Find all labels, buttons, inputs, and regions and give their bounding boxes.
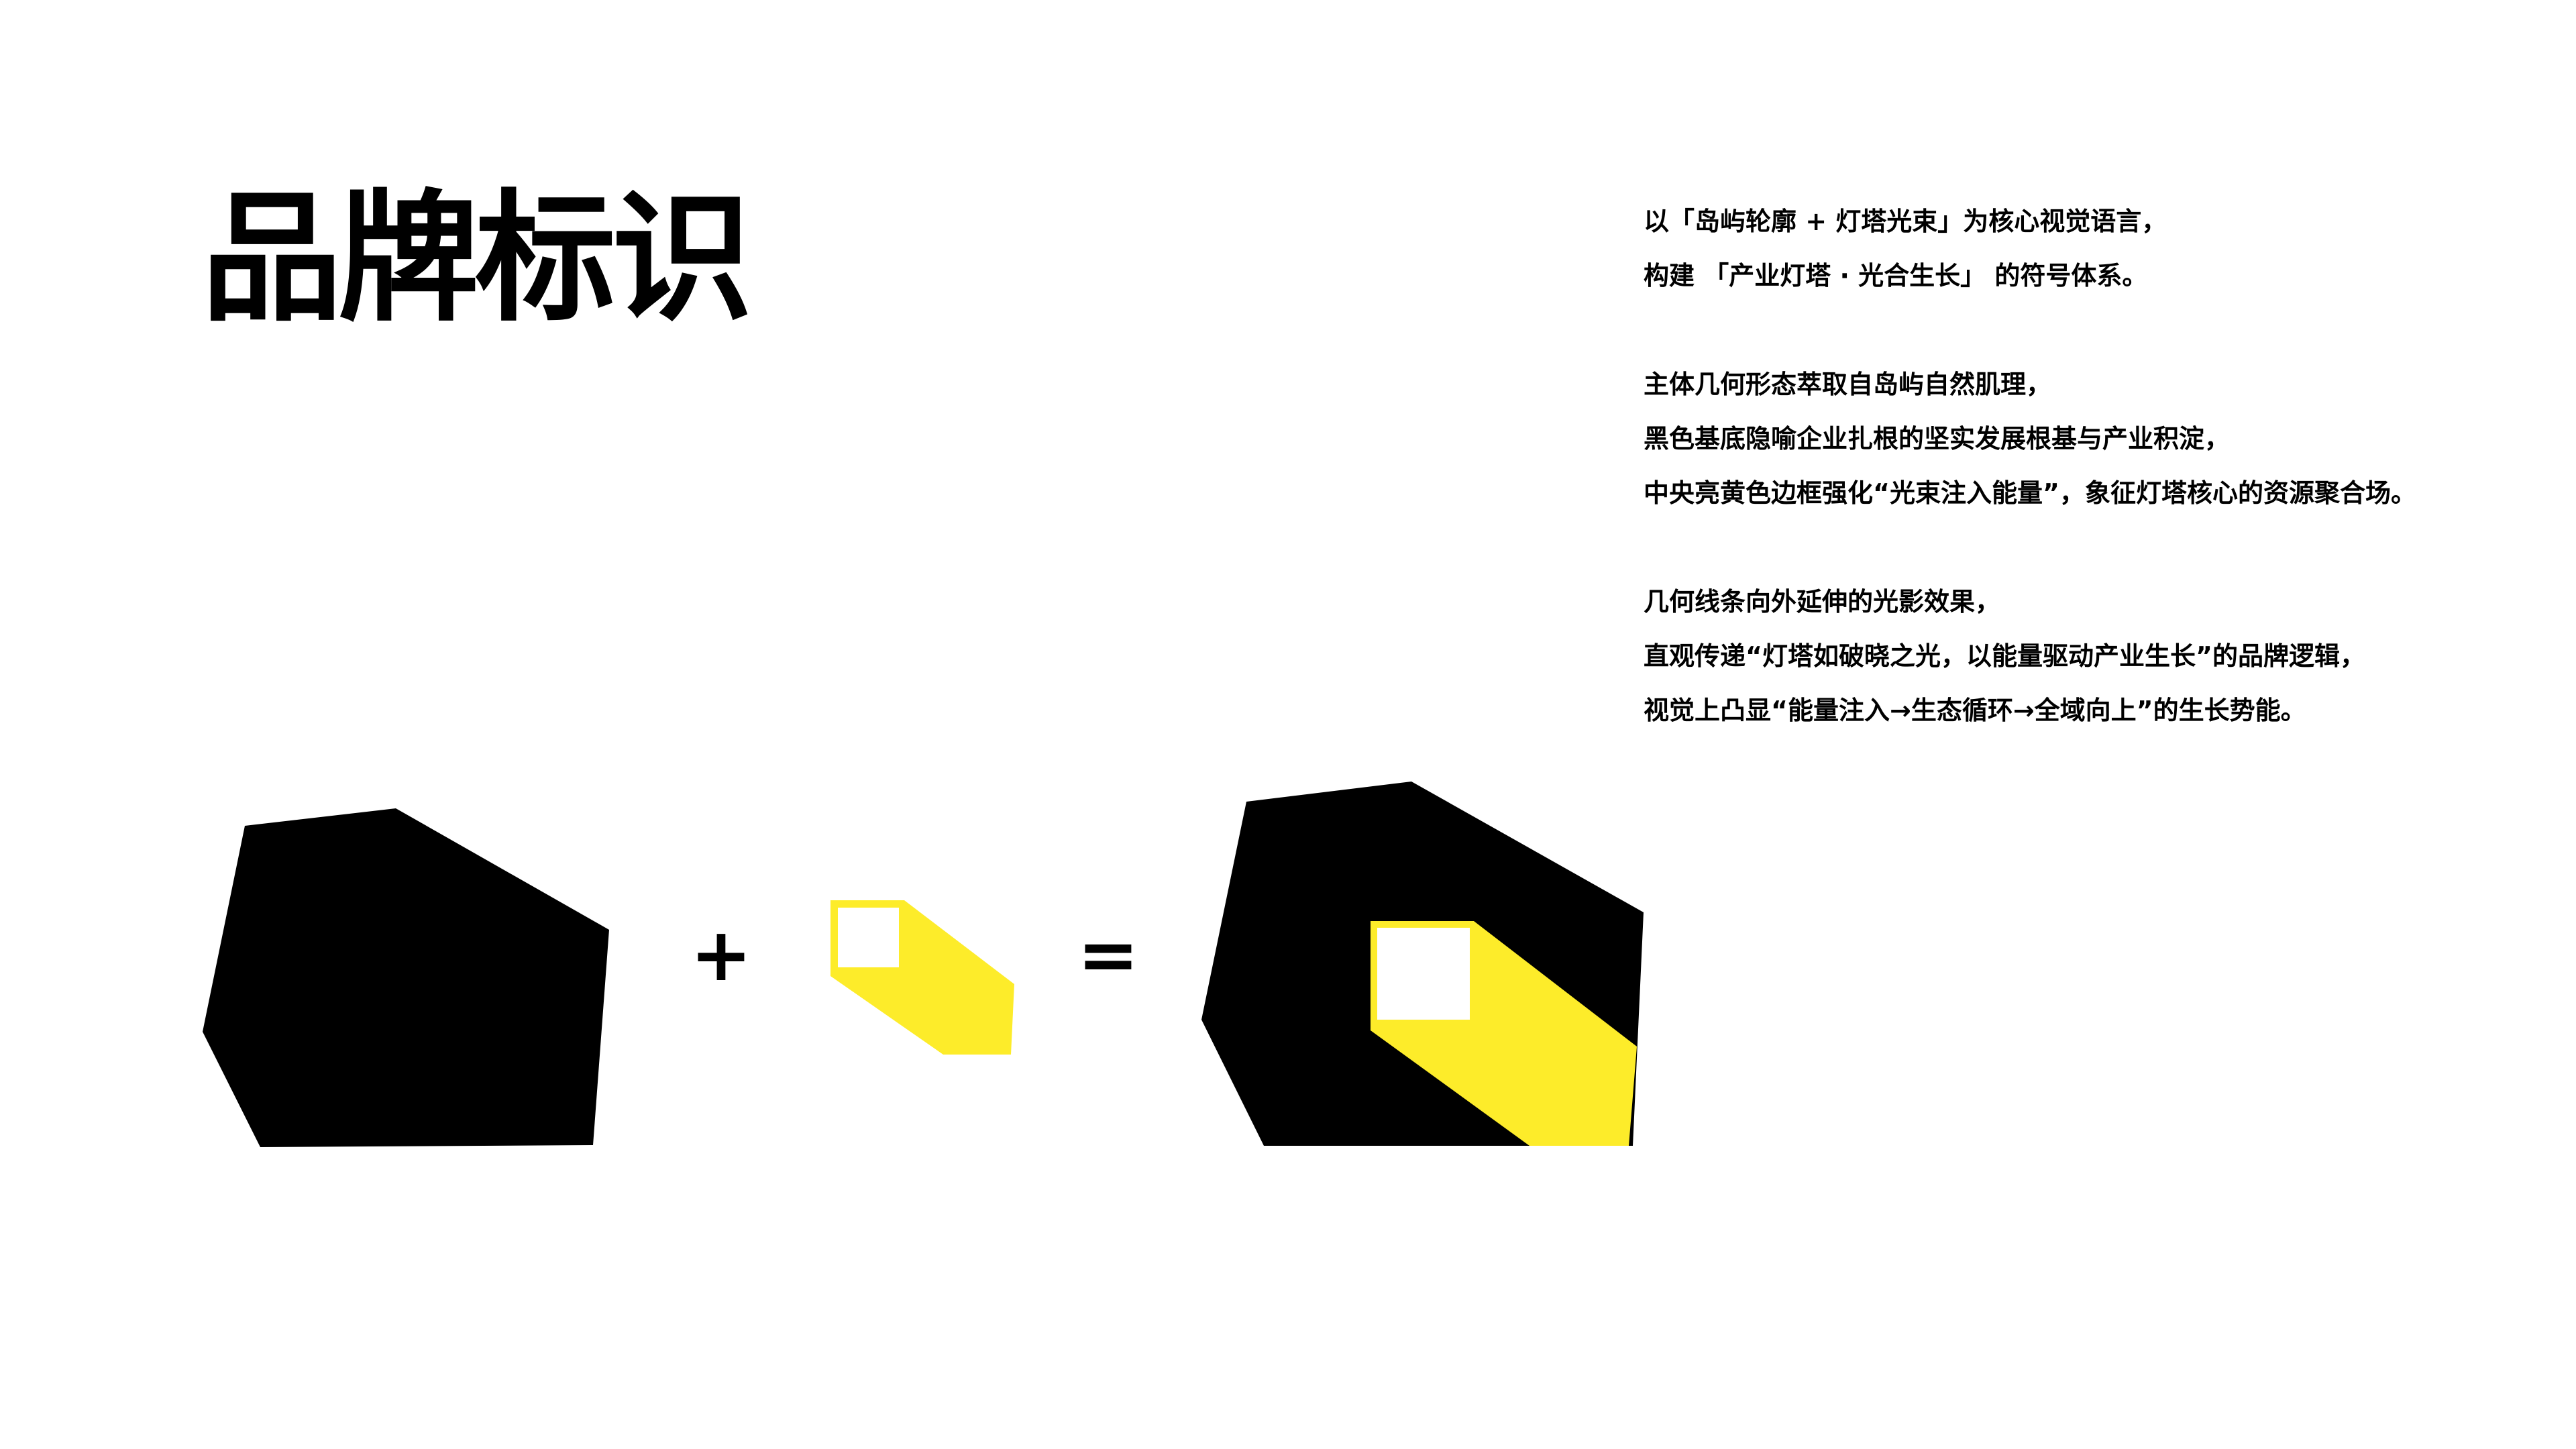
description-line: 黑色基底隐喻企业扎根的坚实发展根基与产业积淀， [1644,424,2231,453]
description-paragraph-3: 几何线条向外延伸的光影效果， 直观传递“灯塔如破晓之光，以能量驱动产业生长”的品… [1644,575,2556,738]
brand-description: 以「岛屿轮廓 + 灯塔光束」为核心视觉语言， 构建 「产业灯塔 · 光合生长」 … [1644,195,2556,738]
description-line: 直观传递“灯塔如破晓之光，以能量驱动产业生长”的品牌逻辑， [1644,641,2365,671]
plus-sign: + [690,912,752,998]
logo-window [1377,928,1470,1020]
description-line: 主体几何形态萃取自岛屿自然肌理， [1644,370,2052,399]
description-line: 中央亮黄色边框强化“光束注入能量”，象征灯塔核心的资源聚合场。 [1644,478,2416,508]
logo-bottom-notch [1371,1146,1652,1159]
beam-element [830,900,1014,1055]
description-line: 几何线条向外延伸的光影效果， [1644,587,2001,616]
description-line: 以「岛屿轮廓 + 灯塔光束」为核心视觉语言， [1644,207,2167,236]
description-line: 构建 「产业灯塔 · 光合生长」 的符号体系。 [1644,261,2148,290]
page-title: 品牌标识 [201,176,753,341]
description-paragraph-1: 以「岛屿轮廓 + 灯塔光束」为核心视觉语言， 构建 「产业灯塔 · 光合生长」 … [1644,195,2556,303]
combined-logo [1201,782,1652,1159]
description-line: 视觉上凸显“能量注入→生态循环→全域向上”的生长势能。 [1644,696,2306,725]
beam-window [838,908,899,967]
equals-sign: = [1077,912,1139,998]
island-shape [203,808,609,1147]
description-paragraph-2: 主体几何形态萃取自岛屿自然肌理， 黑色基底隐喻企业扎根的坚实发展根基与产业积淀，… [1644,358,2556,521]
